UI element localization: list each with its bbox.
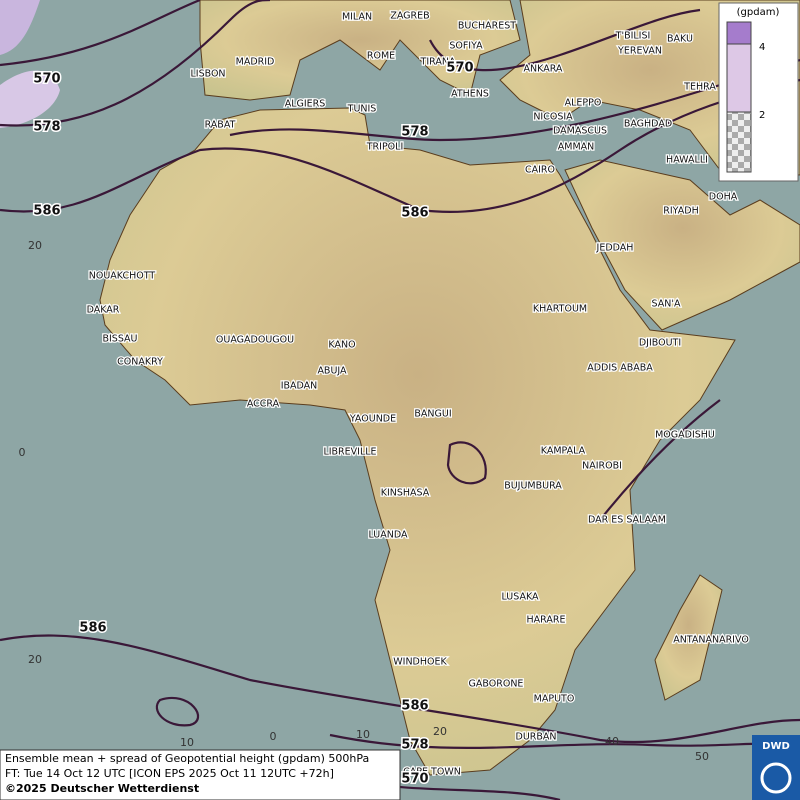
city-label: OUAGADOUGOU bbox=[216, 335, 294, 346]
city-label: IBADAN bbox=[281, 381, 318, 392]
longitude-label: 0 bbox=[270, 730, 277, 743]
city-label: HAWALLI bbox=[666, 155, 708, 166]
logo-icon bbox=[760, 762, 792, 794]
city-label: BUJUMBURA bbox=[504, 481, 562, 492]
legend-tick: 2 bbox=[759, 110, 765, 121]
city-label: LUSAKA bbox=[501, 592, 539, 603]
contour-label: 586 bbox=[401, 699, 428, 714]
city-label: LUANDA bbox=[368, 530, 408, 541]
city-label: GABORONE bbox=[469, 679, 524, 690]
city-label: KANO bbox=[328, 340, 355, 351]
spread-area bbox=[0, 70, 60, 128]
longitude-label: 10 bbox=[180, 736, 194, 749]
legend-swatch bbox=[726, 111, 752, 173]
city-label: CAIRO bbox=[525, 165, 555, 176]
city-label: DJIBOUTI bbox=[639, 338, 681, 349]
city-label: KAMPALA bbox=[541, 446, 586, 457]
city-label: ABUJA bbox=[317, 366, 347, 377]
city-label: WINDHOEK bbox=[393, 657, 447, 668]
city-label: YAOUNDE bbox=[349, 414, 396, 425]
contour-label: 586 bbox=[79, 621, 106, 636]
city-label: DAKAR bbox=[87, 305, 120, 316]
city-label: ALEPPO bbox=[565, 98, 602, 109]
city-label: LIBREVILLE bbox=[323, 447, 376, 458]
city-label: ANTANANARIVO bbox=[673, 635, 749, 646]
city-label: AMMAN bbox=[558, 142, 595, 153]
city-label: ACCRA bbox=[247, 399, 280, 410]
city-label: MOGADISHU bbox=[655, 430, 715, 441]
city-label: CONAKRY bbox=[117, 357, 163, 368]
legend-tick: 4 bbox=[759, 42, 765, 53]
city-label: TIRANA bbox=[420, 57, 456, 68]
city-label: BUCHAREST bbox=[458, 21, 516, 32]
city-label: MAPUTO bbox=[534, 694, 575, 705]
city-label: RIYADH bbox=[663, 206, 698, 217]
city-label: ATHENS bbox=[451, 89, 489, 100]
spread-area bbox=[0, 0, 40, 55]
caption-line: ©2025 Deutscher Wetterdienst bbox=[5, 782, 199, 795]
city-label: NOUAKCHOTT bbox=[89, 271, 156, 282]
latitude-label: 20 bbox=[28, 653, 42, 666]
contour-label: 578 bbox=[401, 125, 428, 140]
city-label: T'BILISI bbox=[615, 31, 651, 42]
city-label: DAMASCUS bbox=[553, 126, 607, 137]
city-label: ROME bbox=[367, 51, 395, 62]
city-label: JEDDAH bbox=[596, 243, 634, 254]
longitude-label: 10 bbox=[356, 728, 370, 741]
city-label: KINSHASA bbox=[381, 488, 430, 499]
city-label: BISSAU bbox=[102, 334, 137, 345]
city-label: MADRID bbox=[236, 57, 275, 68]
contour-label: 570 bbox=[33, 72, 60, 87]
legend-unit: (gpdam) bbox=[737, 7, 780, 18]
city-label: NICOSIA bbox=[533, 112, 573, 123]
city-label: YEREVAN bbox=[617, 46, 662, 57]
city-label: ADDIS ABABA bbox=[587, 363, 653, 374]
city-label: ZAGREB bbox=[390, 11, 429, 22]
logo-text: DWD bbox=[762, 741, 790, 752]
city-label: BANGUI bbox=[414, 409, 451, 420]
city-label: BAGHDAD bbox=[624, 119, 672, 130]
city-label: HARARE bbox=[527, 615, 566, 626]
city-label: SOFIYA bbox=[449, 41, 483, 52]
longitude-label: 20 bbox=[433, 725, 447, 738]
contour-label: 570 bbox=[446, 61, 473, 76]
city-label: DURBAN bbox=[516, 732, 557, 743]
city-label: NAIROBI bbox=[582, 461, 622, 472]
caption-box bbox=[0, 749, 401, 800]
contour-label: 586 bbox=[401, 206, 428, 221]
city-label: TRIPOLI bbox=[366, 142, 404, 153]
contour-label: 586 bbox=[33, 204, 60, 219]
longitude-label: 50 bbox=[695, 750, 709, 763]
legend-swatch bbox=[726, 21, 752, 45]
contour-label: 570 bbox=[401, 772, 428, 787]
city-label: SAN'A bbox=[652, 299, 681, 310]
logo bbox=[752, 735, 800, 800]
city-label: CAPE TOWN bbox=[403, 767, 461, 778]
caption-line: Ensemble mean + spread of Geopotential h… bbox=[5, 752, 369, 765]
city-label: TEHRA bbox=[683, 82, 716, 93]
caption-line: FT: Tue 14 Oct 12 UTC [ICON EPS 2025 Oct… bbox=[5, 767, 334, 780]
city-label: LISBON bbox=[190, 69, 225, 80]
latitude-label: 0 bbox=[19, 446, 26, 459]
latitude-label: 20 bbox=[28, 239, 42, 252]
longitude-label: 40 bbox=[605, 735, 619, 748]
city-label: BAKU bbox=[667, 34, 693, 45]
city-label: ANKARA bbox=[524, 64, 563, 75]
city-label: DOHA bbox=[709, 192, 738, 203]
city-label: RABAT bbox=[205, 120, 236, 131]
contour-label: 578 bbox=[401, 738, 428, 753]
city-label: ALGIERS bbox=[285, 99, 326, 110]
contour-label: 578 bbox=[33, 120, 60, 135]
city-label: MILAN bbox=[342, 12, 372, 23]
legend-swatch bbox=[726, 43, 752, 113]
city-label: KHARTOUM bbox=[533, 304, 587, 315]
city-label: DAR ES SALAAM bbox=[588, 515, 666, 526]
city-label: TUNIS bbox=[347, 104, 377, 115]
